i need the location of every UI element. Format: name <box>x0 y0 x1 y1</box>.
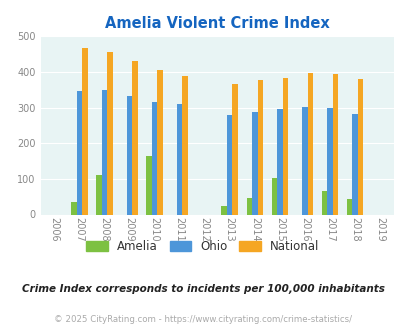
Text: © 2025 CityRating.com - https://www.cityrating.com/crime-statistics/: © 2025 CityRating.com - https://www.city… <box>54 315 351 324</box>
Bar <box>301 107 307 214</box>
Bar <box>307 73 312 215</box>
Bar <box>96 175 102 215</box>
Bar <box>276 109 282 214</box>
Bar <box>326 108 332 214</box>
Bar <box>107 52 113 214</box>
Legend: Amelia, Ohio, National: Amelia, Ohio, National <box>86 240 319 253</box>
Bar <box>146 156 151 214</box>
Bar <box>182 76 188 214</box>
Bar <box>232 84 237 214</box>
Bar <box>346 199 352 214</box>
Bar <box>102 90 107 214</box>
Bar <box>332 74 337 214</box>
Bar <box>257 80 262 214</box>
Bar <box>71 202 77 215</box>
Bar <box>132 60 137 214</box>
Bar <box>177 104 182 214</box>
Bar <box>151 102 157 214</box>
Bar <box>126 96 132 214</box>
Bar <box>357 79 362 214</box>
Bar <box>246 198 252 214</box>
Bar <box>352 115 357 214</box>
Bar <box>77 91 82 214</box>
Title: Amelia Violent Crime Index: Amelia Violent Crime Index <box>104 16 329 31</box>
Bar <box>252 112 257 214</box>
Bar <box>226 115 232 214</box>
Bar <box>321 191 326 214</box>
Bar <box>221 206 226 214</box>
Bar <box>282 78 288 214</box>
Bar <box>271 178 276 214</box>
Text: Crime Index corresponds to incidents per 100,000 inhabitants: Crime Index corresponds to incidents per… <box>21 284 384 294</box>
Bar <box>157 70 162 214</box>
Bar <box>82 48 87 214</box>
